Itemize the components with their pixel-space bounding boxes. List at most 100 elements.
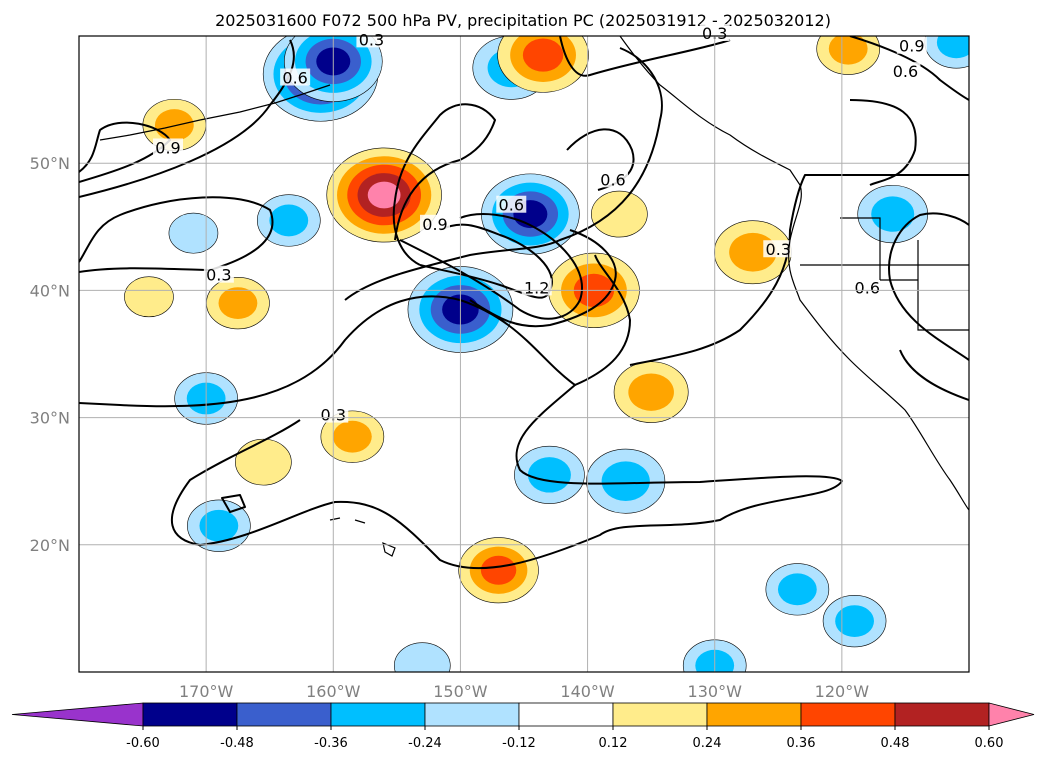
lon-tick-label: 140°W — [560, 682, 615, 701]
precip-blob-band — [367, 181, 401, 209]
colorbar-tick-label: -0.12 — [502, 736, 536, 751]
lon-tick-label: 150°W — [433, 682, 488, 701]
precip-blob-band — [124, 276, 174, 318]
contour-label: 0.3 — [206, 266, 231, 285]
precip-blob-band — [235, 438, 292, 486]
contour-labels: 0.30.60.90.30.90.61.20.60.30.90.60.30.60… — [153, 24, 927, 425]
lat-tick-label: 50°N — [30, 154, 70, 173]
pv-contour-lines — [79, 36, 969, 570]
aleutians — [99, 84, 331, 141]
precip-blob-band — [154, 109, 194, 141]
precip-blob-band — [871, 196, 915, 232]
colorbar-tick-label: -0.24 — [408, 736, 442, 751]
contour-label: 0.9 — [422, 215, 447, 234]
colorbar-tick-label: 0.24 — [693, 736, 722, 751]
contour-label: 0.6 — [893, 62, 918, 81]
contour-label: 0.3 — [702, 24, 727, 43]
colorbar-tick-label: 0.36 — [787, 736, 816, 751]
contour-label-bg — [356, 30, 387, 48]
pv-contour-0.3-subtropical — [79, 295, 843, 570]
contour-label-bg — [896, 36, 927, 54]
colorbar-segment — [518, 702, 614, 727]
contour-label-bg — [280, 68, 311, 86]
precip-blob-band — [393, 642, 451, 672]
precip-blob-band — [480, 555, 517, 585]
precip-blob-band — [269, 204, 309, 237]
colorbar: -0.60 -0.48 -0.36 -0.24 -0.12 0.12 0.24 0.36 0.4… — [11, 702, 1035, 751]
precip-blob-band — [168, 212, 219, 254]
colorbar-tick-label: 0.12 — [599, 736, 628, 751]
contour-label-bg — [598, 170, 628, 188]
precip-blob-band — [628, 373, 674, 411]
pv-contour-0.6-north — [79, 39, 295, 198]
contour-label: 0.9 — [899, 37, 924, 56]
precip-blob-band — [835, 605, 874, 638]
colorbar-segment — [236, 702, 332, 727]
precip-blob-band — [936, 36, 969, 59]
precip-blob-band — [777, 573, 817, 606]
lat-lon-grid — [79, 36, 969, 672]
contour-label-bg — [763, 240, 794, 258]
contour-label-bg — [699, 24, 730, 41]
lon-tick-label: 120°W — [815, 682, 870, 701]
precip-blob-band — [218, 287, 258, 320]
pv-contour-small-loop — [221, 494, 246, 513]
contour-label: 1.2 — [524, 278, 549, 297]
contour-label-bg — [496, 195, 527, 213]
pv-contour-0.3-top — [559, 36, 731, 77]
lat-tick-label: 40°N — [30, 281, 70, 300]
colorbar-segment — [142, 702, 238, 727]
colorbar-tick-label: 0.60 — [975, 736, 1004, 751]
pv-contour-0.6-trough — [469, 229, 617, 328]
colorbar-segment — [706, 702, 802, 727]
pv-contour-0.3-east — [899, 349, 969, 401]
colorbar-segment — [330, 702, 426, 727]
map-frame — [78, 35, 970, 673]
pv-contour-0.6-ridge — [344, 47, 663, 301]
hawaii-islands — [329, 517, 396, 557]
contour-label-bg — [153, 138, 183, 156]
latitude-labels: 20°N 30°N 40°N 50°N — [30, 154, 70, 555]
precip-blob-band — [199, 509, 239, 542]
contour-label-bg — [852, 278, 883, 296]
precip-blob-band — [601, 461, 650, 502]
contour-label: 0.3 — [766, 240, 791, 259]
colorbar-segment — [424, 702, 520, 727]
pv-contour-0.9-west — [79, 121, 171, 183]
contour-label: 0.6 — [855, 278, 880, 297]
lon-tick-label: 160°W — [306, 682, 361, 701]
precip-blob-band — [527, 457, 571, 493]
lat-tick-label: 20°N — [30, 536, 70, 555]
lon-tick-label: 170°W — [179, 682, 234, 701]
coastlines — [99, 36, 969, 557]
chart-title: 2025031600 F072 500 hPa PV, precipitatio… — [215, 11, 831, 30]
pv-contour-0.9-cutoff — [392, 103, 496, 266]
precip-blob-band — [522, 38, 564, 72]
contour-label-bg — [890, 62, 921, 80]
pv-contour-0.6-coast — [574, 254, 631, 386]
contour-label-bg — [420, 214, 450, 232]
state-borders — [800, 217, 969, 331]
colorbar-extend-max — [988, 702, 1035, 727]
lon-tick-label: 130°W — [688, 682, 743, 701]
contour-label: 0.3 — [359, 30, 384, 49]
lat-tick-label: 30°N — [30, 409, 70, 428]
contour-label-bg — [203, 265, 234, 283]
longitude-labels: 170°W 160°W 150°W 140°W 130°W 120°W — [179, 682, 869, 701]
colorbar-extend-min — [11, 702, 144, 727]
contour-label: 0.9 — [155, 138, 180, 157]
pv-contour-0.9-trough — [399, 213, 583, 320]
colorbar-segment — [612, 702, 708, 727]
colorbar-tick-label: -0.36 — [314, 736, 348, 751]
contour-label: 0.6 — [499, 196, 524, 215]
pv-contour-0.6-east — [888, 212, 969, 361]
colorbar-tick-label: -0.48 — [220, 736, 254, 751]
colorbar-segment — [894, 702, 990, 727]
precip-blob-band — [332, 420, 372, 453]
contour-label: 0.6 — [282, 69, 307, 88]
pv-contour-0.6-northeast — [849, 99, 917, 186]
colorbar-tick-label: 0.48 — [881, 736, 910, 751]
colorbar-tick-label: -0.60 — [126, 736, 160, 751]
precip-blob-band — [591, 190, 648, 238]
